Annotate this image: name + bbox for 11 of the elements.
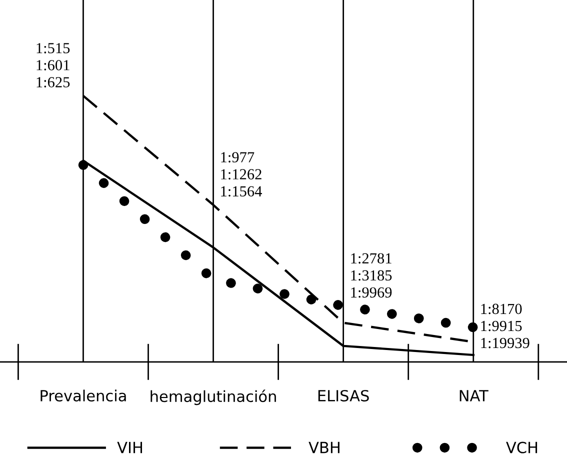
text: 1:515 1:601 1:625 (36, 43, 70, 88)
x-tick-label: ELISAS (318, 390, 369, 402)
legend-label: VCH (506, 442, 538, 454)
legend-label: VBH (308, 442, 340, 454)
x-tick-label: NAT (460, 390, 488, 402)
annotation: 1:2781 1:3185 1:9969 (351, 253, 392, 298)
legend-label: VIH (117, 442, 142, 454)
x-tick-label: hemaglutinación (150, 390, 276, 406)
annotation: 1:977 1:1262 1:1564 (221, 152, 262, 197)
annotation: 1:8170 1:9915 1:19939 (481, 304, 530, 348)
x-tick-label: Prevalencia (40, 390, 126, 402)
